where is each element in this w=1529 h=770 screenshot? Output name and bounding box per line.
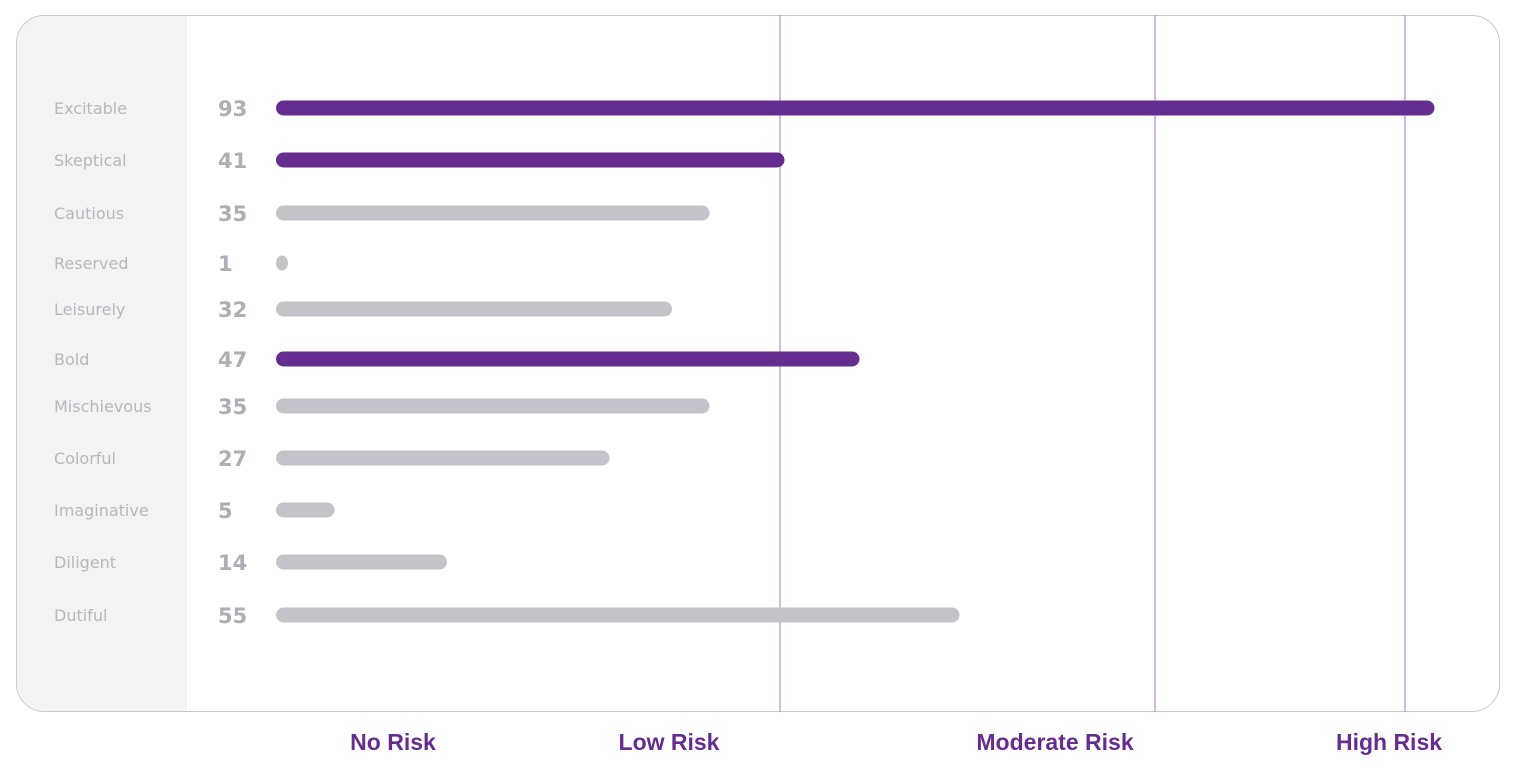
category-label-diligent: Diligent (54, 553, 116, 572)
category-label-dutiful: Dutiful (54, 606, 107, 625)
bar-imaginative (276, 502, 335, 518)
bar-cautious (276, 205, 710, 221)
zone-label-moderate-risk: Moderate Risk (976, 729, 1133, 755)
category-label-mischievous: Mischievous (54, 397, 152, 416)
zone-label-low-risk: Low Risk (619, 729, 720, 755)
bar-leisurely (276, 301, 672, 317)
bar-excitable (276, 100, 1435, 116)
bar-bold (276, 351, 860, 367)
zone-label-no-risk: No Risk (350, 729, 436, 755)
bar-dutiful (276, 607, 960, 623)
value-label-mischievous: 35 (218, 395, 247, 419)
zone-label-high-risk: High Risk (1336, 729, 1442, 755)
category-label-excitable: Excitable (54, 99, 127, 118)
value-label-bold: 47 (218, 348, 247, 372)
category-label-leisurely: Leisurely (54, 300, 125, 319)
value-label-excitable: 93 (218, 97, 247, 121)
bar-skeptical (276, 152, 785, 168)
bar-diligent (276, 554, 447, 570)
category-label-imaginative: Imaginative (54, 501, 149, 520)
value-label-dutiful: 55 (218, 604, 247, 628)
value-label-imaginative: 5 (218, 499, 233, 523)
category-label-cautious: Cautious (54, 204, 124, 223)
value-label-reserved: 1 (218, 252, 233, 276)
category-label-bold: Bold (54, 350, 89, 369)
bar-reserved (276, 255, 288, 271)
bar-colorful (276, 450, 610, 466)
chart-card (16, 15, 1500, 712)
value-label-skeptical: 41 (218, 149, 247, 173)
bar-mischievous (276, 398, 710, 414)
category-label-skeptical: Skeptical (54, 151, 127, 170)
value-label-leisurely: 32 (218, 298, 247, 322)
category-label-panel (17, 16, 187, 711)
category-label-reserved: Reserved (54, 254, 128, 273)
category-label-colorful: Colorful (54, 449, 116, 468)
value-label-colorful: 27 (218, 447, 247, 471)
value-label-cautious: 35 (218, 202, 247, 226)
value-label-diligent: 14 (218, 551, 247, 575)
